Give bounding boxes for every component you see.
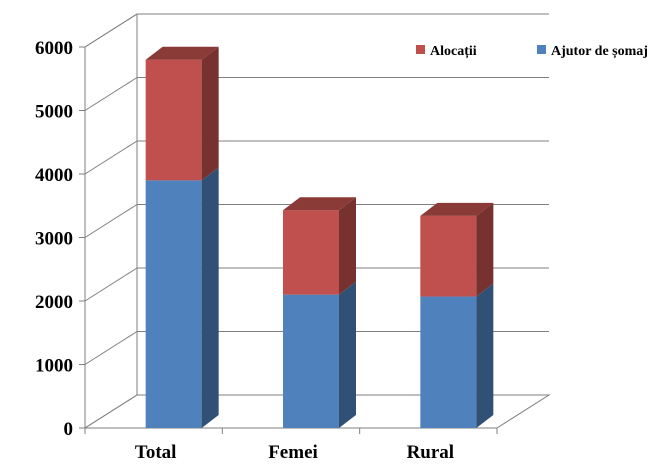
bar-segment-side [476,202,494,297]
y-axis-ticks: 0 1000 2000 3000 4000 5000 6000 [35,38,85,440]
bar-segment-side [339,197,356,295]
bar-segment-front [420,215,477,297]
x-category-label: Femei [268,442,318,463]
bar-segment-top [420,202,494,216]
gridline-side [84,140,138,175]
y-tick-label: 5000 [35,102,73,123]
legend: Alocații Ajutor de șomaj [416,44,648,59]
gridline-side [84,13,138,48]
bar-segment-front [283,210,339,295]
gridline-side [84,77,138,111]
y-tick-label: 3000 [35,229,73,250]
bar-segment-front [145,180,202,428]
bar-segment-front [420,296,477,428]
bar-segment-side [201,46,219,181]
bar-stack-femei [283,197,356,428]
bar-segment-top [283,197,356,211]
bar-segment-front [145,59,202,181]
y-tick-label: 2000 [35,292,73,313]
y-tick-label: 0 [64,419,74,440]
y-tick-label: 6000 [35,38,73,59]
gridline-side [84,331,138,365]
gridline-side [84,267,138,302]
gridline-side [84,394,138,429]
legend-label: Ajutor de șomaj [551,44,648,59]
gridline-side [84,204,138,238]
bar-segment-front [283,294,339,428]
bar-segment-side [476,283,494,428]
bar-stack-total [145,46,219,428]
x-category-label: Total [135,442,177,463]
bar-segment-top [145,46,219,60]
y-tick-label: 4000 [35,165,73,186]
bar-segment-side [339,281,356,428]
x-category-label: Rural [407,442,455,463]
bar-segment-side [201,167,219,428]
bar-stack-rural [420,202,494,428]
legend-label: Alocații [430,44,477,59]
x-axis-categories: Total Femei Rural [84,428,498,463]
bars [145,46,494,428]
y-tick-label: 1000 [35,356,73,377]
legend-swatch [537,45,546,54]
legend-swatch [416,45,425,54]
